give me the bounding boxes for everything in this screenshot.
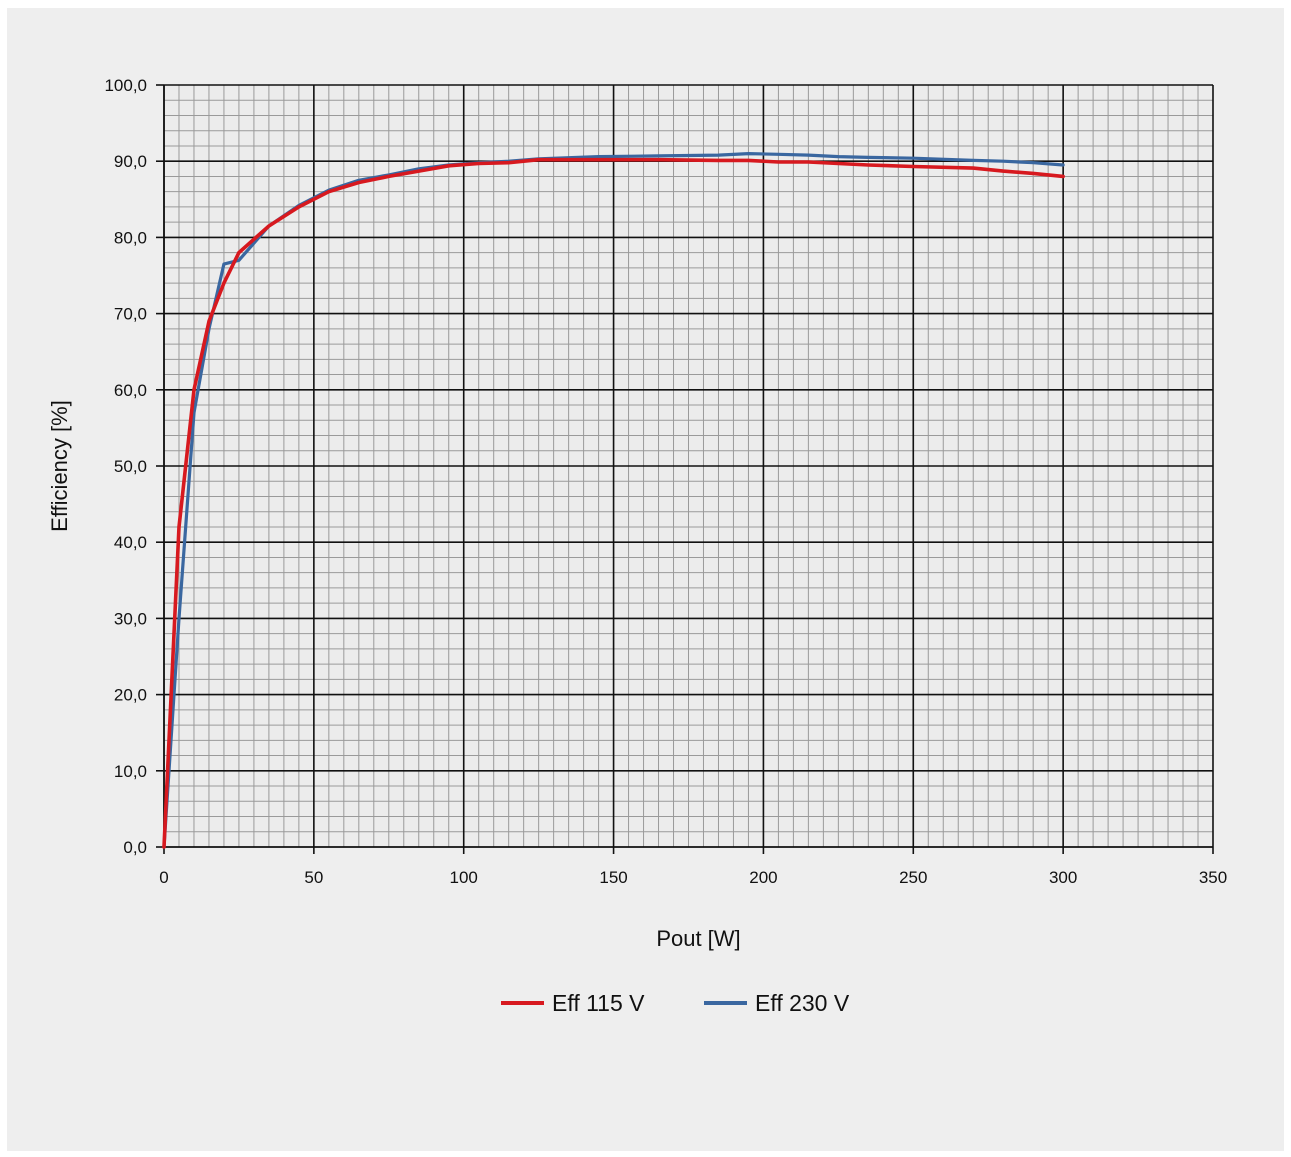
tick-labels: 0,0 10,0 20,0 30,0 40,0 50,0 60,0 70,0 80,0 90,0 1… [104, 76, 1227, 887]
y-tick-label: 90,0 [114, 152, 147, 171]
legend-label-eff-115: Eff 115 V [552, 990, 645, 1016]
y-tick-label: 100,0 [104, 76, 147, 95]
axes [156, 84, 1214, 854]
x-tick-label: 300 [1049, 868, 1077, 887]
x-tick-label: 350 [1199, 868, 1227, 887]
x-tick-label: 250 [899, 868, 927, 887]
y-tick-label: 70,0 [114, 305, 147, 324]
y-tick-label: 50,0 [114, 457, 147, 476]
efficiency-chart: 0,0 10,0 20,0 30,0 40,0 50,0 60,0 70,0 80,0 90,0 1… [47, 76, 1227, 1016]
y-tick-label: 30,0 [114, 609, 147, 628]
legend: Eff 115 V Eff 230 V [501, 990, 850, 1016]
x-tick-label: 150 [599, 868, 627, 887]
y-tick-label: 20,0 [114, 686, 147, 705]
y-tick-label: 60,0 [114, 381, 147, 400]
grid [163, 84, 1214, 848]
x-tick-label: 0 [159, 868, 168, 887]
chart-panel: 0,0 10,0 20,0 30,0 40,0 50,0 60,0 70,0 80,0 90,0 1… [7, 8, 1284, 1151]
y-tick-label: 80,0 [114, 228, 147, 247]
x-axis-title: Pout [W] [656, 926, 740, 951]
legend-label-eff-230: Eff 230 V [755, 990, 850, 1016]
x-tick-label: 200 [749, 868, 777, 887]
series [162, 152, 1065, 849]
y-tick-label: 40,0 [114, 533, 147, 552]
y-axis-title: Efficiency [%] [47, 400, 72, 532]
x-tick-label: 50 [304, 868, 323, 887]
x-tick-label: 100 [450, 868, 478, 887]
y-tick-label: 10,0 [114, 762, 147, 781]
series-line-eff-115 [162, 157, 1065, 849]
y-tick-label: 0,0 [123, 838, 147, 857]
